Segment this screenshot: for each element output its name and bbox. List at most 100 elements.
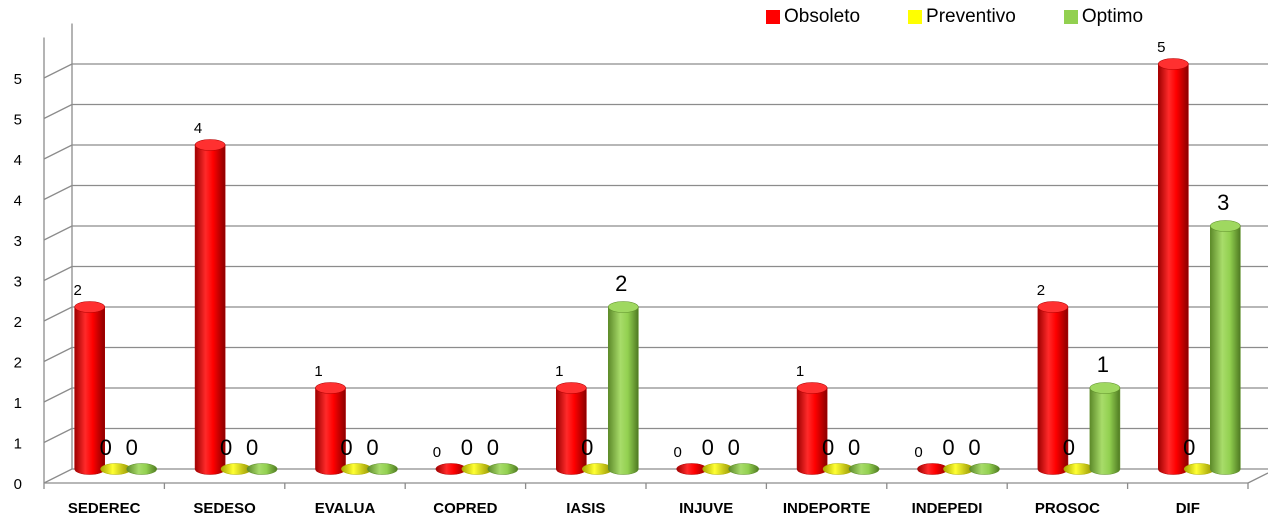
gridline-side xyxy=(43,144,73,160)
bar-obsoleto xyxy=(1037,301,1069,475)
x-tick-label: INDEPORTE xyxy=(783,500,871,517)
legend-label-obsoleto: Obsoleto xyxy=(784,6,861,27)
bar-preventivo xyxy=(1184,463,1215,475)
data-label-optimo: 3 xyxy=(1217,190,1229,215)
y-tick-label: 3 xyxy=(14,274,22,291)
gridline-side xyxy=(43,63,73,79)
floor-right-edge xyxy=(1247,472,1268,484)
bar-optimo xyxy=(848,463,880,475)
data-label-obsoleto: 0 xyxy=(914,444,922,461)
x-tick-label: SEDESO xyxy=(193,500,256,517)
bar-preventivo xyxy=(1063,463,1095,475)
gridline-side xyxy=(43,306,73,322)
data-label-preventivo: 0 xyxy=(1063,435,1075,460)
bar-optimo xyxy=(607,301,639,475)
x-tick-label: EVALUA xyxy=(315,500,376,517)
bar-preventivo xyxy=(341,463,372,475)
gridline-side xyxy=(43,225,73,241)
legend-item-preventivo: Preventivo xyxy=(908,6,1016,28)
data-label-optimo: 0 xyxy=(728,435,740,460)
x-tick-label: COPRED xyxy=(433,500,497,517)
x-tick-label: PROSOC xyxy=(1035,500,1100,517)
data-label-obsoleto: 2 xyxy=(74,282,82,299)
bar-optimo xyxy=(246,463,278,475)
data-label-obsoleto: 5 xyxy=(1157,39,1165,56)
y-tick-label: 1 xyxy=(14,436,22,453)
data-label-obsoleto: 1 xyxy=(796,363,804,380)
bar-obsoleto xyxy=(194,139,226,475)
bar-obsoleto xyxy=(74,301,105,475)
bar-obsoleto xyxy=(917,463,948,475)
bar-obsoleto xyxy=(796,382,828,475)
bar-optimo xyxy=(969,463,1000,475)
legend-item-obsoleto: Obsoleto xyxy=(766,6,860,28)
data-label-optimo: 1 xyxy=(1097,352,1109,377)
data-label-optimo: 2 xyxy=(615,271,627,296)
data-label-obsoleto: 0 xyxy=(433,444,441,461)
data-label-preventivo: 0 xyxy=(340,435,352,460)
y-tick-label: 4 xyxy=(14,193,22,210)
bar-preventivo xyxy=(100,463,131,475)
data-label-preventivo: 0 xyxy=(1183,435,1195,460)
data-label-obsoleto: 1 xyxy=(314,363,322,380)
data-label-preventivo: 0 xyxy=(461,435,473,460)
bar-optimo xyxy=(728,463,760,475)
gridline-side xyxy=(43,265,73,282)
data-label-obsoleto: 1 xyxy=(555,363,563,380)
x-tick-label: SEDEREC xyxy=(68,500,141,517)
bar-optimo xyxy=(487,463,519,475)
x-tick-label: INJUVE xyxy=(679,500,733,517)
y-tick-label: 5 xyxy=(14,71,22,88)
data-label-optimo: 0 xyxy=(366,435,378,460)
legend-item-optimo: Optimo xyxy=(1063,6,1143,28)
gridline-side xyxy=(43,468,73,484)
legend-swatch-optimo xyxy=(1063,10,1078,24)
x-tick-label: DIF xyxy=(1176,500,1200,517)
bar-obsoleto xyxy=(1158,58,1189,475)
bar-obsoleto xyxy=(315,382,346,475)
bar-obsoleto xyxy=(435,463,467,475)
data-label-obsoleto: 0 xyxy=(674,444,682,461)
data-label-optimo: 0 xyxy=(246,435,258,460)
y-tick-label: 2 xyxy=(14,355,22,372)
bar-optimo xyxy=(367,463,398,475)
bar-optimo xyxy=(1089,382,1121,475)
data-label-optimo: 0 xyxy=(968,435,980,460)
bar-preventivo xyxy=(220,463,252,475)
bar-optimo xyxy=(126,463,157,475)
data-label-obsoleto: 4 xyxy=(194,120,202,137)
bar-obsoleto xyxy=(555,382,587,475)
data-label-preventivo: 0 xyxy=(220,435,232,460)
data-label-preventivo: 0 xyxy=(581,435,593,460)
y-tick-label: 4 xyxy=(14,152,22,169)
x-tick-label: INDEPEDI xyxy=(912,500,983,517)
gridline-side xyxy=(43,103,73,120)
data-label-preventivo: 0 xyxy=(702,435,714,460)
bar-preventivo xyxy=(943,463,974,475)
data-label-obsoleto: 2 xyxy=(1037,282,1045,299)
gridline-side xyxy=(43,427,73,444)
y-tick-label: 3 xyxy=(14,233,22,250)
bar-preventivo xyxy=(822,463,854,475)
bar-preventivo xyxy=(702,463,734,475)
gridline-side xyxy=(43,387,73,403)
data-label-preventivo: 0 xyxy=(100,435,112,460)
y-tick-label: 5 xyxy=(14,112,22,129)
bar-optimo xyxy=(1210,220,1241,475)
gridline-side xyxy=(43,184,73,201)
y-tick-label: 0 xyxy=(14,476,22,493)
data-label-optimo: 0 xyxy=(126,435,138,460)
legend-label-preventivo: Preventivo xyxy=(926,6,1016,27)
legend-swatch-preventivo xyxy=(908,10,923,24)
data-label-preventivo: 0 xyxy=(822,435,834,460)
data-label-optimo: 0 xyxy=(487,435,499,460)
y-tick-label: 1 xyxy=(14,395,22,412)
bar-obsoleto xyxy=(676,463,708,475)
bar-preventivo xyxy=(461,463,493,475)
chart-legend: Obsoleto Preventivo Optimo xyxy=(766,6,1143,28)
gridline-side xyxy=(43,346,73,363)
x-tick-label: IASIS xyxy=(566,500,605,517)
y-tick-label: 2 xyxy=(14,314,22,331)
data-label-preventivo: 0 xyxy=(942,435,954,460)
